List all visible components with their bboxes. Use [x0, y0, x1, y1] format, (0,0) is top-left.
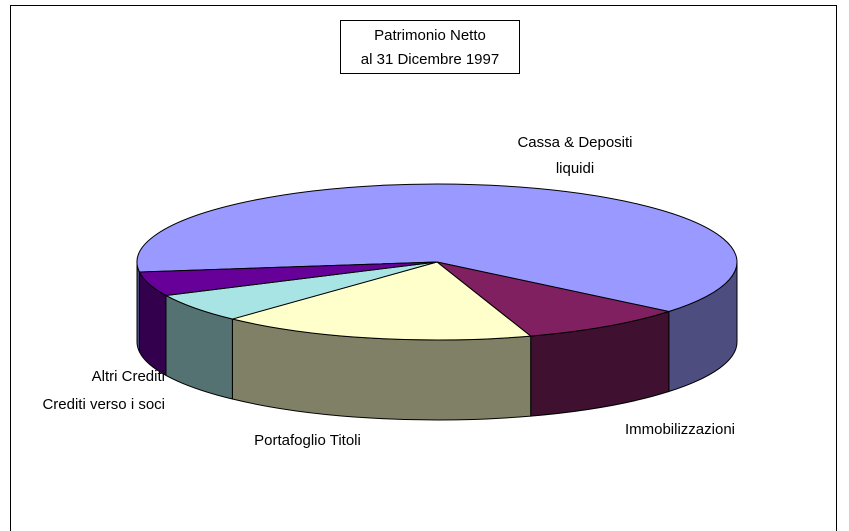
slice-label: Altri Crediti — [91, 368, 165, 385]
chart-title: Patrimonio Netto — [374, 27, 486, 44]
pie-slice — [436, 261, 671, 337]
slice-label: Portafoglio Titoli — [254, 432, 361, 449]
chart-subtitle: al 31 Dicembre 1997 — [360, 51, 500, 68]
slice-label: Cassa & Depositi liquidi — [517, 134, 633, 177]
title-box: Patrimonio Netto al 31 Dicembre 1997 — [340, 20, 520, 74]
pie-slice — [138, 261, 438, 296]
slice-label: Crediti verso i soci — [42, 396, 165, 413]
slice-label: Immobilizzazioni — [624, 421, 736, 438]
pie-slice — [230, 261, 533, 341]
pie-slice — [136, 183, 738, 313]
